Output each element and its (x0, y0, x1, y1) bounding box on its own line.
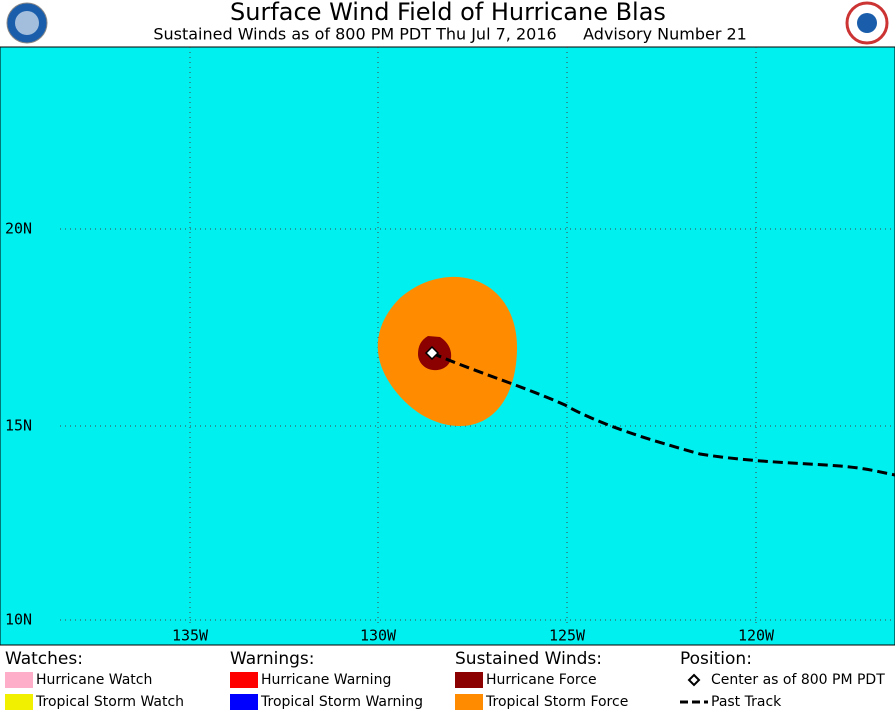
legend-swatch (5, 672, 33, 688)
legend-label: Center as of 800 PM PDT (711, 672, 885, 688)
legend-swatch (455, 694, 483, 710)
legend-label: Past Track (711, 694, 782, 710)
legend: Watches: Hurricane Watch Tropical Storm Wa… (5, 649, 885, 710)
legend-swatch (230, 672, 258, 688)
legend-heading: Position: (680, 649, 752, 669)
lat-label: 15N (5, 417, 32, 435)
lat-label: 10N (5, 611, 32, 629)
legend-label: Tropical Storm Watch (35, 694, 184, 710)
lon-label: 120W (738, 627, 775, 645)
noaa-logo-inner (15, 11, 39, 35)
legend-heading: Warnings: (230, 649, 314, 669)
legend-label: Hurricane Watch (36, 672, 152, 688)
legend-label: Tropical Storm Force (485, 694, 628, 710)
title: Surface Wind Field of Hurricane Blas (230, 0, 666, 26)
legend-swatch (5, 694, 33, 710)
lon-label: 125W (549, 627, 586, 645)
legend-heading: Sustained Winds: (455, 649, 602, 669)
subtitle: Sustained Winds as of 800 PM PDT Thu Jul… (153, 25, 556, 44)
legend-swatch (230, 694, 258, 710)
nws-logo-inner (857, 13, 877, 33)
legend-label: Hurricane Warning (261, 672, 391, 688)
legend-swatch (455, 672, 483, 688)
legend-heading: Watches: (5, 649, 83, 669)
lon-label: 130W (360, 627, 397, 645)
legend-label: Hurricane Force (486, 672, 597, 688)
lon-label: 135W (172, 627, 209, 645)
advisory: Advisory Number 21 (583, 25, 747, 44)
ocean (0, 46, 895, 646)
center-position (424, 345, 440, 361)
legend-symbol (687, 673, 701, 687)
lat-label: 20N (5, 220, 32, 238)
past-track (431, 351, 895, 477)
legend-label: Tropical Storm Warning (260, 694, 423, 710)
map: 20N 15N 10N 135W 130W 125W 120W (0, 46, 895, 646)
